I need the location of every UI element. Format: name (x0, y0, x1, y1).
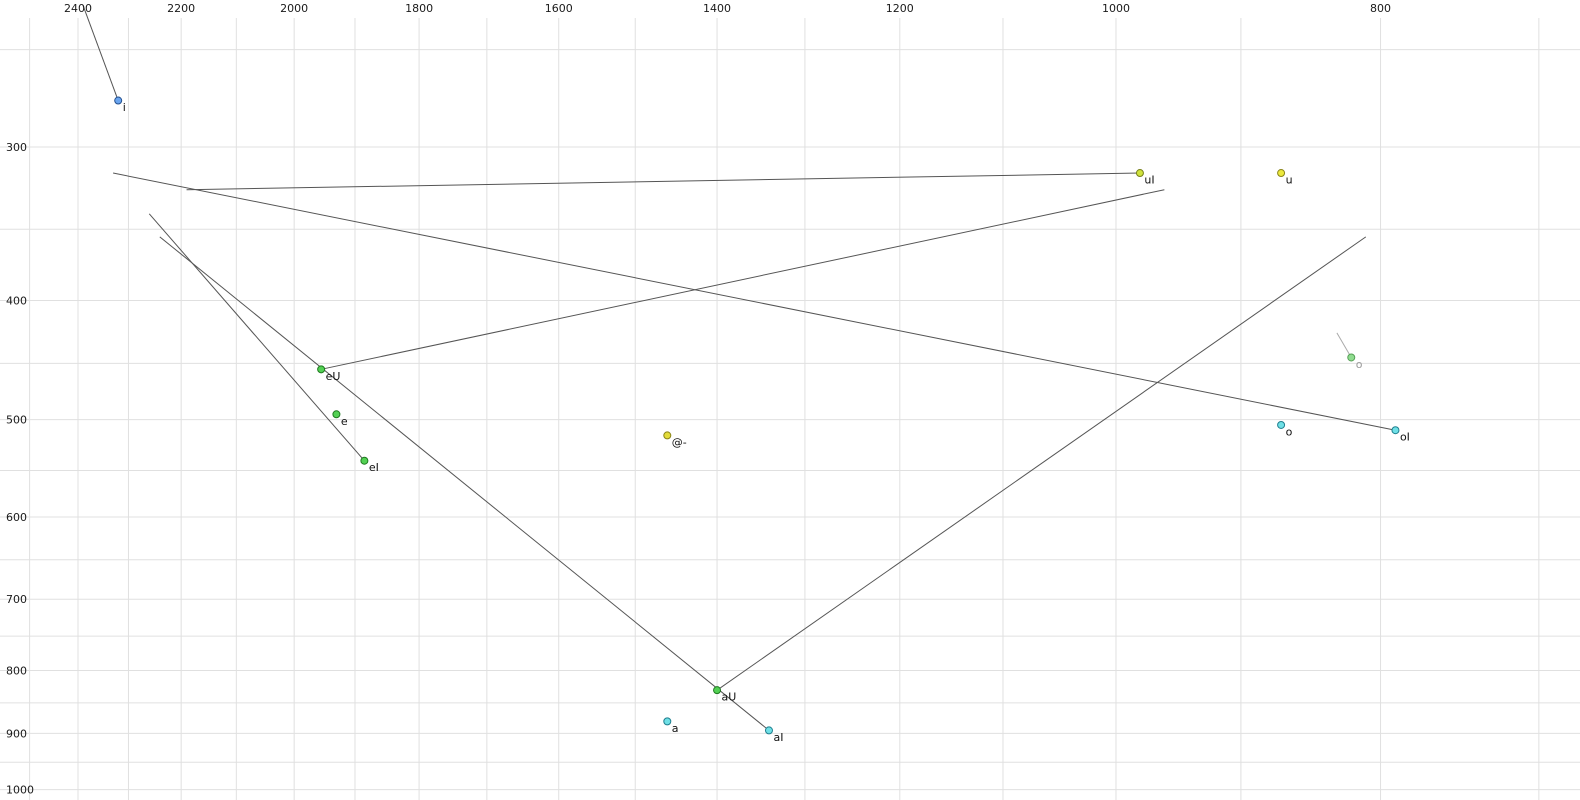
x-axis-ticks: 2400 2200 2000 1800 1600 1400 1200 1000 800 (64, 2, 1391, 15)
point-u (1277, 169, 1286, 178)
point-i (114, 96, 123, 105)
point-eU (317, 365, 326, 374)
y-tick-400: 400 (6, 295, 27, 308)
trajectory-oI (112, 172, 1396, 431)
point-label-aU: aU (722, 691, 737, 704)
x-tick-1800: 1800 (405, 2, 433, 15)
point-label-e: e (341, 415, 348, 428)
point-label-oI: oI (1400, 431, 1410, 444)
vowel-points: i uI u eU e eI @- o o oI aU a aI (114, 96, 1410, 744)
x-tick-1200: 1200 (886, 2, 914, 15)
trajectory-eI (148, 213, 365, 462)
point-eI (360, 456, 369, 465)
point-o (1277, 420, 1286, 429)
point-o-gray (1347, 353, 1356, 362)
x-tick-2200: 2200 (167, 2, 195, 15)
trajectory-o-gray (1336, 332, 1352, 358)
point-a (663, 717, 672, 726)
x-tick-1600: 1600 (545, 2, 573, 15)
point-label-eI: eI (369, 461, 379, 474)
y-tick-1000: 1000 (6, 784, 34, 797)
trajectory-lines (82, 5, 1396, 731)
y-tick-700: 700 (6, 593, 27, 606)
point-label-uI: uI (1144, 174, 1154, 187)
point-uI (1135, 169, 1144, 178)
point-label-aI: aI (773, 731, 783, 744)
point-label-i: i (123, 101, 126, 114)
point-schwa (663, 431, 672, 440)
point-label-o-gray: o (1356, 358, 1363, 371)
trajectory-i (82, 5, 119, 101)
point-e (332, 410, 341, 419)
point-label-a: a (672, 722, 679, 735)
point-oI (1391, 426, 1400, 435)
y-axis-ticks: 300 400 500 600 700 800 900 1000 (6, 141, 34, 797)
y-tick-300: 300 (6, 141, 27, 154)
trajectory-uI (186, 172, 1140, 191)
trajectory-aI (159, 236, 770, 731)
point-label-o: o (1286, 425, 1293, 438)
y-tick-600: 600 (6, 511, 27, 524)
x-tick-2400: 2400 (64, 2, 92, 15)
y-tick-800: 800 (6, 665, 27, 678)
gridlines (0, 18, 1580, 800)
trajectory-eU (321, 189, 1165, 370)
x-tick-1000: 1000 (1102, 2, 1130, 15)
point-aI (764, 726, 773, 735)
x-tick-1400: 1400 (703, 2, 731, 15)
x-tick-800: 800 (1370, 2, 1391, 15)
point-label-schwa: @- (672, 436, 687, 449)
point-aU (713, 686, 722, 695)
point-label-u: u (1286, 174, 1293, 187)
point-label-eU: eU (326, 370, 341, 383)
trajectory-aU (716, 236, 1367, 691)
y-tick-500: 500 (6, 414, 27, 427)
x-tick-2000: 2000 (280, 2, 308, 15)
y-tick-900: 900 (6, 727, 27, 740)
